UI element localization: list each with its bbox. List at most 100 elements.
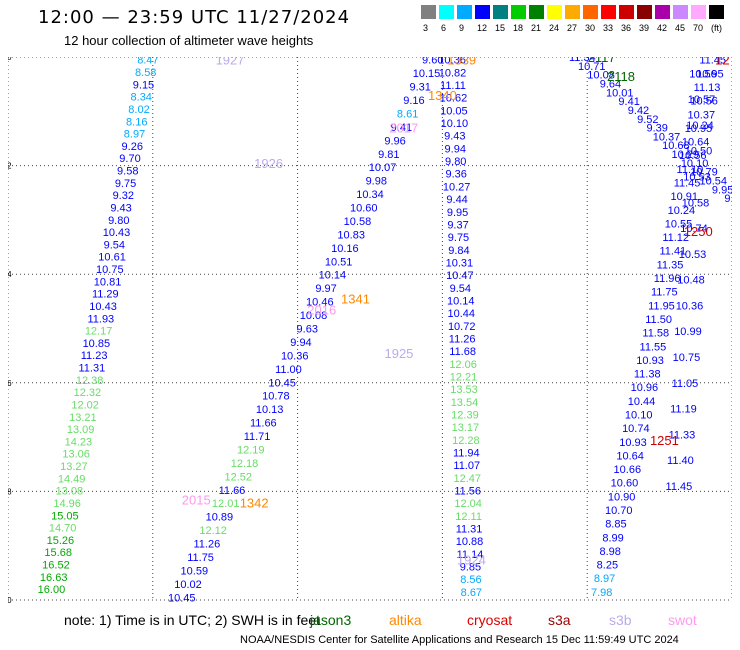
wave-height-value: 10.78 <box>262 391 290 403</box>
wave-height-value: 10.95 <box>696 68 724 80</box>
longitude-label: 48 <box>149 604 159 605</box>
map-title: 12:00 — 23:59 UTC 11/27/2024 <box>38 7 351 28</box>
wave-height-value: 12.18 <box>231 458 259 470</box>
wave-height-value: 10.10 <box>681 158 709 170</box>
wave-height-value: 10.37 <box>653 131 681 143</box>
wave-height-value: 10.56 <box>679 150 707 162</box>
wave-height-value: 12.28 <box>452 435 480 447</box>
wave-height-value: 11.26 <box>193 539 220 551</box>
wave-height-value: 10.48 <box>677 275 705 287</box>
wave-height-value: 10.57 <box>688 94 716 106</box>
wave-height-value: 10.58 <box>682 197 710 209</box>
wave-height-value: 9.43 <box>110 202 131 214</box>
wave-height-value: 14.23 <box>65 436 93 448</box>
wave-height-value: 10.45 <box>268 377 296 389</box>
track-12-1251: 11.4510.9511.1310.5610.3710.9510.6410.56… <box>591 57 726 599</box>
wave-height-value: 9.96 <box>384 135 405 147</box>
wave-height-value: 11.34 <box>569 57 596 64</box>
wave-height-value: 10.64 <box>682 137 710 149</box>
latitude-label: -60 <box>8 596 12 605</box>
wave-height-value: 14.70 <box>49 523 77 535</box>
wave-height-value: 9.94 <box>290 337 311 349</box>
wave-height-value: 12.06 <box>449 359 477 371</box>
wave-height-value: 9.95 <box>447 207 468 219</box>
wave-height-value: 10.15 <box>413 68 441 80</box>
wave-height-value: 8.25 <box>597 560 618 572</box>
pass-time-label: 1924 <box>457 552 486 567</box>
colorbar-swatch <box>529 5 544 19</box>
wave-height-value: 9.54 <box>450 283 471 295</box>
wave-height-value: 9.75 <box>115 178 136 190</box>
colorbar-label: 6 <box>441 23 447 33</box>
wave-height-value: 10.01 <box>606 87 634 99</box>
wave-height-value: 10.53 <box>679 249 707 261</box>
wave-height-value: 11.68 <box>449 346 476 358</box>
wave-height-value: 11.10 <box>677 164 704 176</box>
colorbar-swatch <box>637 5 652 19</box>
wave-height-value: 9.84 <box>448 245 469 257</box>
wave-height-value: 11.05 <box>672 378 699 390</box>
wave-height-value: 10.02 <box>174 579 202 591</box>
colorbar-label: 70 <box>693 23 704 33</box>
colorbar-swatch <box>583 5 598 19</box>
colorbar-swatch <box>475 5 490 19</box>
colorbar-label: 15 <box>495 23 506 33</box>
satellite-legend-s3b: s3b <box>609 612 632 628</box>
wave-height-value: 10.56 <box>690 96 718 108</box>
wave-height-value: 12.47 <box>453 473 481 485</box>
wave-height-value: 9.44 <box>446 194 467 206</box>
wave-height-value: 12.01 <box>212 498 240 510</box>
wave-height-value: 10.50 <box>685 146 713 158</box>
latitude-label: -58 <box>8 487 12 496</box>
wave-height-value: 16.00 <box>38 584 66 596</box>
wave-height-value: 11.94 <box>453 447 480 459</box>
pass-time-label: 1340 <box>428 88 457 103</box>
wave-height-value: 9.97 <box>315 283 336 295</box>
wave-height-value: 13.08 <box>56 486 84 498</box>
wave-height-value: 8.47 <box>137 57 158 67</box>
pass-time-label: 1342 <box>240 495 269 510</box>
wave-height-value: 10.24 <box>686 120 714 132</box>
colorbar-swatch <box>691 5 706 19</box>
wave-height-value: 10.16 <box>331 243 359 255</box>
wave-height-value: 11.14 <box>457 549 484 561</box>
track-2017-2015: 10.3610.8211.1110.6210.0510.109.439.949.… <box>438 57 483 599</box>
pass-time-label: 1925 <box>384 346 413 361</box>
wave-height-value: 10.60 <box>611 478 639 490</box>
wave-height-value: 14.49 <box>58 473 86 485</box>
wave-height-value: 10.85 <box>83 338 111 350</box>
wave-height-value: 10.08 <box>300 310 328 322</box>
colorbar-swatch <box>457 5 472 19</box>
wave-height-value: 9.70 <box>119 153 140 165</box>
wave-height-value: 11.56 <box>454 485 481 497</box>
credit-line: NOAA/NESDIS Center for Satellite Applica… <box>240 634 679 646</box>
wave-height-value: 9.43 <box>444 131 465 143</box>
wave-height-value: 9.31 <box>409 82 430 94</box>
colorbar-label: 36 <box>621 23 632 33</box>
latitude-label: -56 <box>8 379 12 388</box>
footnote: note: 1) Time is in UTC; 2) SWH is in fe… <box>64 612 320 628</box>
wave-height-value: 11.58 <box>642 328 669 340</box>
wave-height-value: 10.56 <box>689 68 717 80</box>
wave-height-value: 12.19 <box>237 444 265 456</box>
wave-height-value: 10.71 <box>578 61 606 73</box>
wave-height-value: 12.04 <box>454 498 482 510</box>
wave-height-value: 9.36 <box>445 169 466 181</box>
latitude-label: -52 <box>8 162 12 171</box>
wave-height-value: 10.27 <box>443 181 471 193</box>
wave-height-value: 10.14 <box>447 295 475 307</box>
wave-height-value: 10.45 <box>168 592 196 604</box>
wave-height-value: 9.15 <box>133 79 154 91</box>
colorbar-swatch <box>547 5 562 19</box>
wave-height-value: 8.97 <box>124 129 145 141</box>
wave-height-value: 10.68 <box>662 140 690 152</box>
satellite-legend-swot: swot <box>668 612 697 628</box>
wave-height-value: 10.36 <box>676 300 704 312</box>
wave-height-value: 8.16 <box>126 116 147 128</box>
wave-height-value: 15.68 <box>44 547 72 559</box>
colorbar-label: 24 <box>549 23 560 33</box>
wave-height-value: 11.38 <box>634 369 661 381</box>
colorbar-swatch <box>565 5 580 19</box>
wave-height-value: 11.26 <box>449 333 476 345</box>
